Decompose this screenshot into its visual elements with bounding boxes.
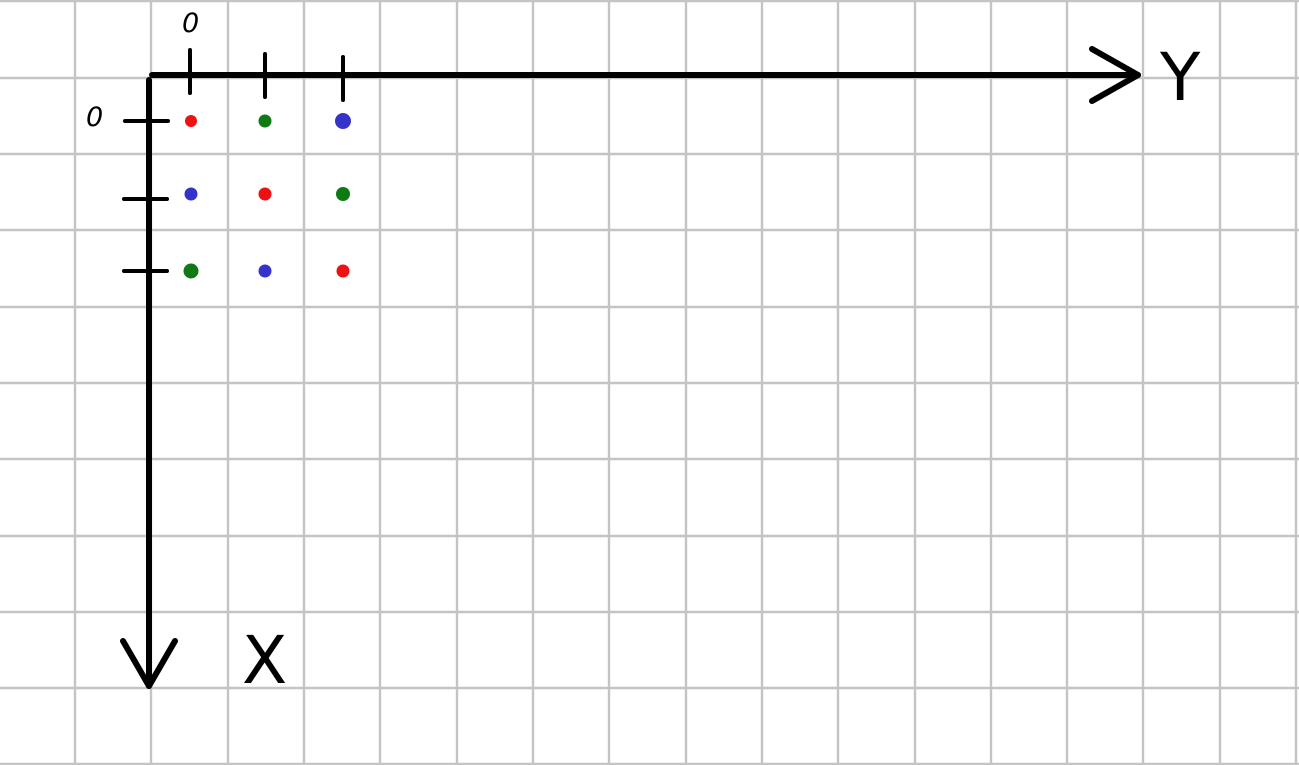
red-dot	[185, 115, 197, 127]
green-dot	[183, 263, 199, 279]
red-dot	[336, 264, 350, 278]
red-dot	[258, 187, 272, 201]
x-axis-label: X	[242, 622, 287, 699]
dot-grid	[183, 113, 351, 279]
blue-dot	[184, 187, 198, 201]
green-dot	[258, 114, 272, 128]
y-axis-origin-label: 0	[182, 8, 199, 39]
blue-dot	[335, 113, 351, 129]
y-axis-label: Y	[1159, 39, 1201, 116]
blue-dot	[258, 264, 272, 278]
green-dot	[336, 187, 350, 201]
x-axis-origin-label: 0	[86, 102, 103, 133]
x-axis-arrowhead	[120, 638, 178, 689]
y-axis-arrowhead	[1089, 46, 1141, 104]
